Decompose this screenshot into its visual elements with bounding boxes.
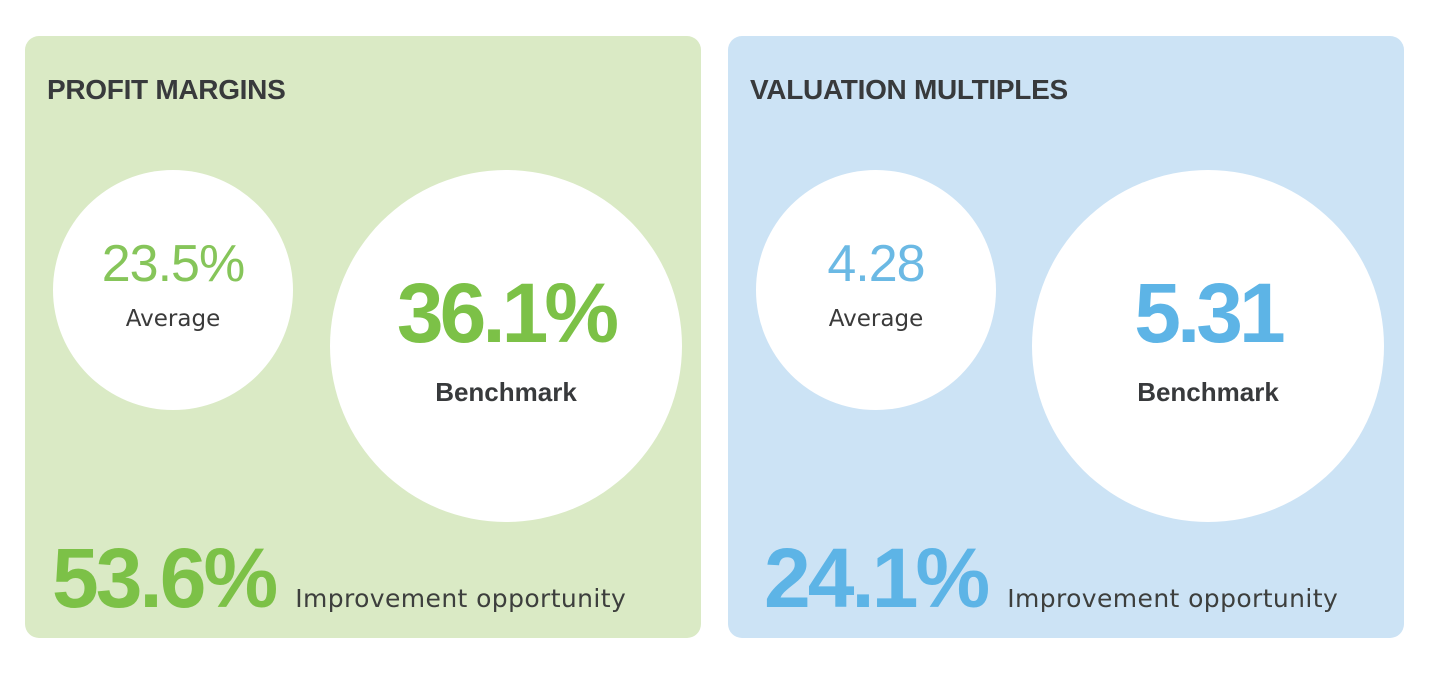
- average-value: 23.5%: [101, 235, 245, 293]
- benchmark-circle: 36.1% Benchmark: [330, 170, 682, 522]
- benchmark-label: Benchmark: [435, 376, 577, 407]
- improvement-row: 53.6% Improvement opportunity: [52, 536, 626, 620]
- valuation-multiples-card: VALUATION MULTIPLES 4.28 Average 5.31 Be…: [728, 36, 1404, 638]
- improvement-value: 53.6%: [52, 531, 278, 625]
- benchmark-label: Benchmark: [1137, 376, 1279, 407]
- average-circle: 4.28 Average: [756, 170, 996, 410]
- card-title: PROFIT MARGINS: [47, 74, 286, 105]
- profit-margins-card: PROFIT MARGINS 23.5% Average 36.1% Bench…: [25, 36, 701, 638]
- improvement-label: Improvement opportunity: [1007, 584, 1339, 613]
- improvement-value: 24.1%: [764, 531, 990, 625]
- benchmark-value: 5.31: [1134, 265, 1285, 360]
- average-circle: 23.5% Average: [53, 170, 293, 410]
- benchmark-value: 36.1%: [396, 265, 619, 360]
- average-value: 4.28: [827, 235, 925, 293]
- improvement-row: 24.1% Improvement opportunity: [764, 536, 1338, 620]
- average-label: Average: [125, 306, 221, 332]
- benchmark-circle: 5.31 Benchmark: [1032, 170, 1384, 522]
- average-label: Average: [828, 306, 924, 332]
- card-title: VALUATION MULTIPLES: [750, 74, 1068, 105]
- improvement-label: Improvement opportunity: [295, 584, 627, 613]
